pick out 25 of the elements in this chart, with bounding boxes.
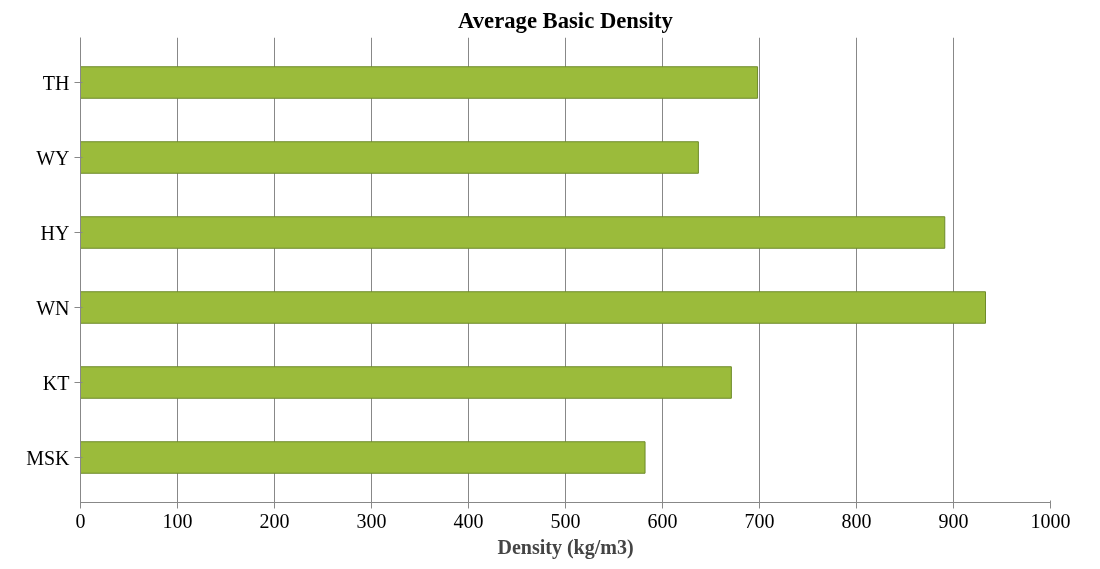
- y-tick-label: MSK: [26, 446, 71, 469]
- x-tick-label: 700: [744, 509, 775, 532]
- chart-title: Average Basic Density: [458, 7, 674, 33]
- x-tick-label: 900: [938, 509, 969, 532]
- bar: [80, 366, 732, 399]
- bar: [80, 291, 987, 324]
- x-tick-label: 400: [453, 509, 484, 532]
- x-tick-label: 200: [259, 509, 290, 532]
- y-tick-label: WY: [36, 146, 70, 169]
- bar: [80, 141, 699, 174]
- bar: [80, 66, 759, 99]
- y-tick-label: TH: [42, 71, 70, 94]
- x-tick-label: 800: [841, 509, 872, 532]
- bar: [80, 216, 946, 249]
- x-tick-label: 600: [647, 509, 678, 532]
- y-tick-label: WN: [36, 296, 70, 319]
- x-tick-label: 100: [162, 509, 193, 532]
- y-tick-label: KT: [42, 371, 70, 394]
- bar: [80, 441, 646, 474]
- y-tick-label: HY: [40, 221, 70, 244]
- x-tick-label: 0: [75, 509, 86, 532]
- x-axis-title: Density (kg/m3): [497, 535, 634, 559]
- x-tick-label: 1000: [1030, 509, 1071, 532]
- x-tick-label: 500: [550, 509, 581, 532]
- x-tick-label: 300: [356, 509, 387, 532]
